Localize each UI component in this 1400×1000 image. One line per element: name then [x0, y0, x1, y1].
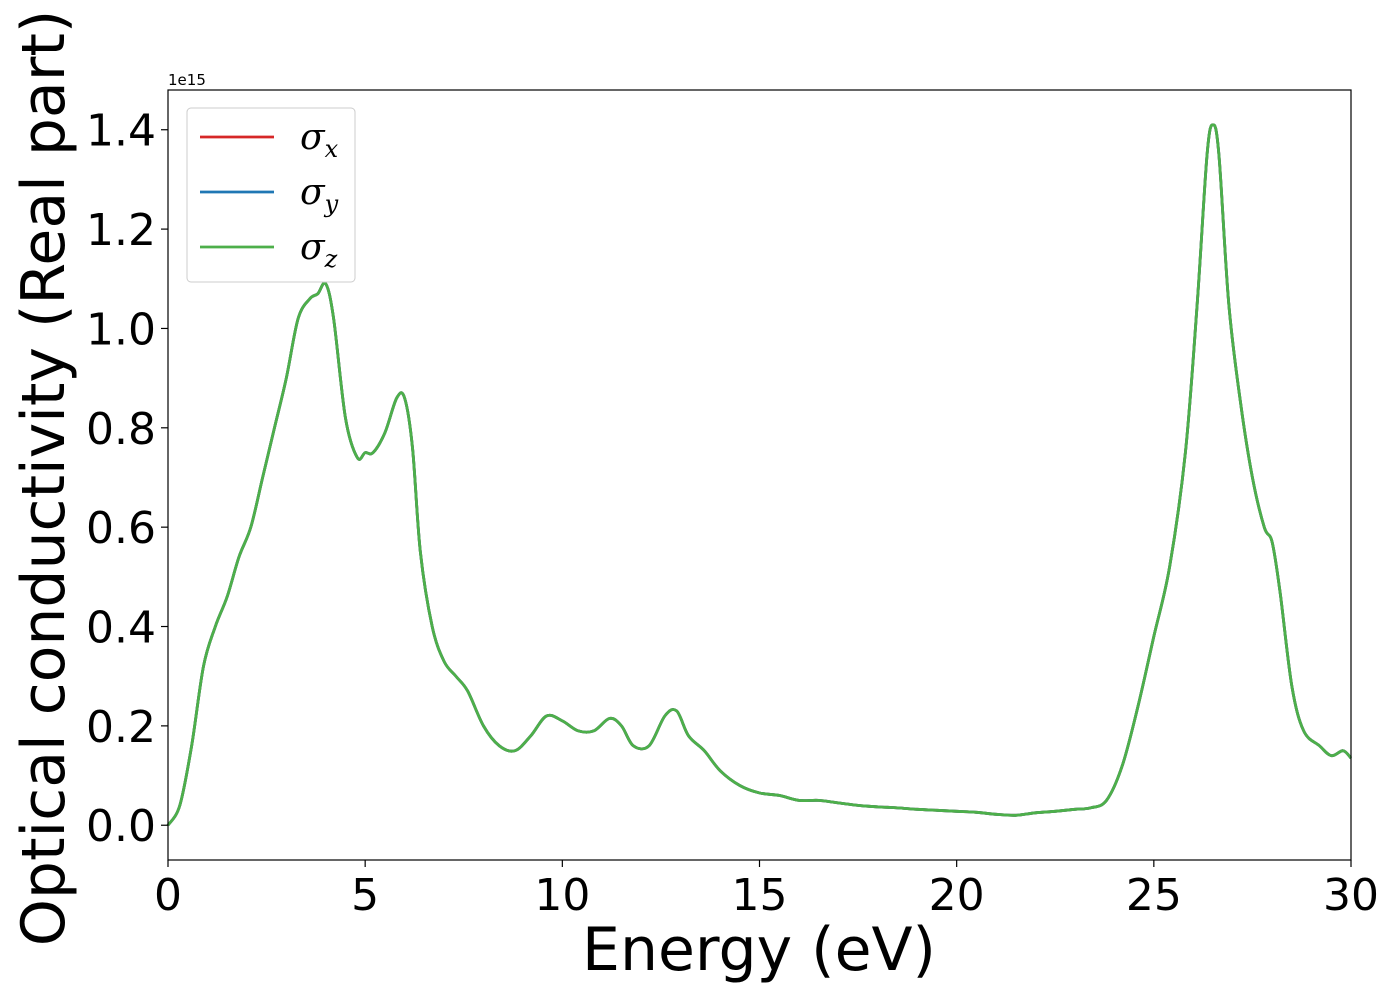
x-tick-label: 0 [154, 870, 182, 921]
y-tick-label: 0.6 [86, 503, 156, 554]
y-axis-title: Optical conductivity (Real part) [9, 10, 79, 947]
y-axis: 0.0 0.2 0.4 0.6 0.8 1.0 1.2 1.4 [86, 106, 168, 852]
x-axis-title: Energy (eV) [582, 915, 936, 985]
legend-box [186, 107, 356, 283]
x-tick-label: 30 [1323, 870, 1379, 921]
y-offset-label: 1e15 [168, 71, 206, 89]
x-tick-label: 10 [534, 870, 590, 921]
legend-subscript: y [324, 190, 339, 218]
y-tick-label: 0.4 [86, 603, 156, 654]
x-axis: 0 5 10 15 20 25 30 [154, 860, 1379, 921]
y-tick-label: 0.2 [86, 702, 156, 753]
x-tick-label: 20 [929, 870, 985, 921]
y-tick-label: 0.8 [86, 404, 156, 455]
legend-subscript: x [325, 135, 339, 163]
y-tick-label: 1.2 [86, 205, 156, 256]
x-tick-label: 5 [351, 870, 379, 921]
legend-subscript: z [324, 245, 338, 273]
y-tick-label: 1.4 [86, 106, 156, 157]
x-tick-label: 25 [1126, 870, 1182, 921]
x-tick-label: 15 [732, 870, 788, 921]
series-layer [166, 123, 1353, 827]
y-tick-label: 0.0 [86, 801, 156, 852]
series-line-z [166, 123, 1353, 827]
y-tick-label: 1.0 [86, 304, 156, 355]
